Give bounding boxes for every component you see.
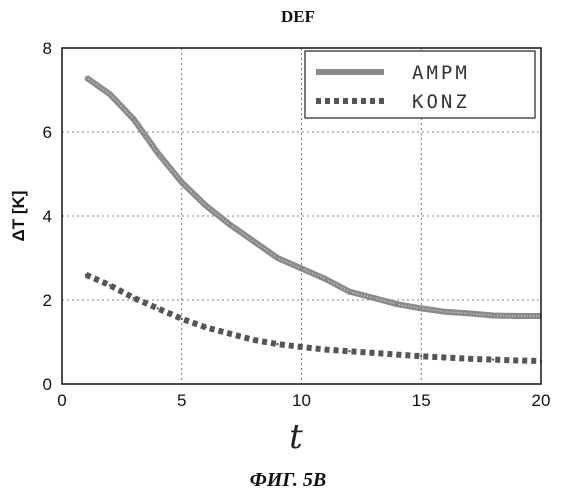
x-tick-label: 20 [532, 391, 551, 410]
chart-title: DEF [281, 7, 315, 26]
data-point-ampm [109, 93, 111, 95]
y-tick-label: 6 [43, 123, 52, 142]
legend: AMPM KONZ [305, 51, 535, 118]
legend-label-konz: KONZ [412, 91, 470, 113]
data-point-ampm [252, 240, 254, 242]
data-point-konz [133, 297, 135, 299]
data-point-ampm [372, 297, 374, 299]
data-point-konz [372, 352, 374, 354]
data-point-konz [85, 274, 87, 276]
data-point-ampm [444, 311, 446, 313]
data-point-konz [276, 343, 278, 345]
y-tick-label: 4 [43, 207, 52, 226]
legend-label-ampm: AMPM [412, 62, 470, 84]
y-tick-label: 8 [43, 39, 52, 58]
data-point-konz [252, 339, 254, 341]
x-tick-label: 5 [177, 391, 186, 410]
data-point-konz [396, 353, 398, 355]
data-point-konz [109, 284, 111, 286]
data-point-konz [444, 356, 446, 358]
data-point-ampm [133, 118, 135, 120]
data-point-ampm [348, 290, 350, 292]
data-point-ampm [324, 278, 326, 280]
series-konz [85, 274, 542, 363]
data-point-ampm [420, 307, 422, 309]
series-line-konz [86, 275, 541, 361]
data-point-ampm [181, 181, 183, 183]
x-axis-label: t [289, 417, 303, 457]
series-group [85, 76, 542, 362]
figure-caption: ФИГ. 5B [250, 469, 326, 491]
data-point-ampm [300, 267, 302, 269]
data-point-konz [324, 348, 326, 350]
x-tick-label: 10 [292, 391, 311, 410]
data-point-ampm [157, 152, 159, 154]
data-point-ampm [85, 76, 87, 78]
x-tick-label: 0 [57, 391, 66, 410]
data-point-konz [228, 332, 230, 334]
data-point-konz [300, 346, 302, 348]
data-point-konz [181, 318, 183, 320]
data-point-ampm [228, 223, 230, 225]
data-point-konz [348, 350, 350, 352]
data-point-konz [516, 359, 518, 361]
data-point-konz [205, 326, 207, 328]
x-tick-label: 15 [412, 391, 431, 410]
data-point-ampm [396, 303, 398, 305]
y-tick-label: 2 [43, 291, 52, 310]
data-point-ampm [205, 204, 207, 206]
data-point-ampm [276, 257, 278, 259]
data-point-ampm [492, 314, 494, 316]
data-point-ampm [468, 312, 470, 314]
data-point-konz [157, 307, 159, 309]
data-point-konz [468, 358, 470, 360]
y-axis-label: ΔT [K] [9, 191, 28, 242]
data-point-konz [492, 358, 494, 360]
data-point-ampm [516, 315, 518, 317]
y-tick-label: 0 [43, 375, 52, 394]
data-point-konz [420, 355, 422, 357]
